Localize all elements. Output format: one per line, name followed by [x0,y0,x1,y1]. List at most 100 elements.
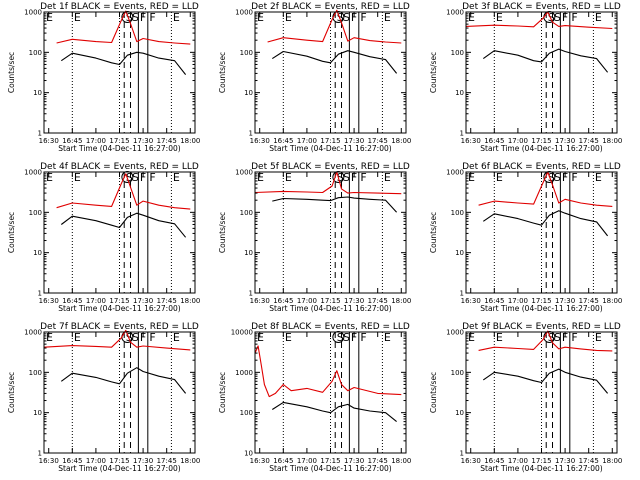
marker-label: S [343,331,350,344]
marker-label: E [46,11,53,24]
x-tick-label: 18:00 [391,457,411,465]
x-tick-label: 16:45 [62,297,82,305]
marker-label: E [257,331,264,344]
x-tick-label: 17:45 [157,457,177,465]
marker-label: S [548,331,555,344]
marker-label: E [496,11,503,24]
x-tick-label: 17:45 [368,137,388,145]
x-axis-label: Start Time (04-Dec-11 16:27:00) [58,464,180,473]
y-tick-label: 10 [33,89,42,97]
y-axis-label: Counts/sec [218,212,227,253]
y-axis-label: Counts/sec [218,372,227,413]
x-tick-label: 17:45 [157,137,177,145]
x-tick-label: 16:45 [484,137,504,145]
events-series-line [482,48,609,73]
y-tick-label: 1 [38,130,42,138]
y-tick-label: 10 [244,249,253,257]
y-tick-label: 100 [240,49,253,57]
x-tick-label: 17:30 [133,457,153,465]
marker-label: E [468,11,475,24]
x-tick-label: 17:00 [508,137,528,145]
x-tick-label: 17:00 [508,457,528,465]
marker-label: S [126,11,133,24]
y-tick-label: 1000 [24,9,42,17]
x-tick-label: 18:00 [602,457,622,465]
events-series-line [272,401,397,423]
x-tick-label: 17:15 [109,457,129,465]
x-tick-label: 16:45 [62,457,82,465]
marker-label: S [132,171,139,184]
marker-label: E [595,331,602,344]
y-tick-label: 10 [244,89,253,97]
marker-label: E [384,171,391,184]
chart-title: Det 8f BLACK = Events, RED = LLD [251,322,410,332]
marker-label: S [554,331,561,344]
marker-label: F [571,171,577,184]
x-tick-label: 16:45 [273,457,293,465]
x-tick-label: 17:15 [320,297,340,305]
marker-label: E [285,331,292,344]
y-tick-label: 100 [451,49,464,57]
y-tick-label: 1000 [24,329,42,337]
x-tick-label: 17:00 [508,297,528,305]
y-axis-label: Counts/sec [429,372,438,413]
marker-label: E [384,11,391,24]
marker-label: E [595,11,602,24]
x-axis-label: Start Time (04-Dec-11 16:27:00) [480,464,602,473]
marker-label: F [562,331,568,344]
y-tick-label: 10 [455,249,464,257]
events-series-line [60,212,187,238]
lld-series-line [56,173,191,210]
marker-label: S [132,11,139,24]
marker-label: F [360,171,366,184]
lld-series-line [465,11,613,30]
marker-label: S [554,171,561,184]
y-tick-label: 1 [38,290,42,298]
y-tick-label: 10 [244,450,253,458]
y-axis-label: Counts/sec [429,52,438,93]
marker-label: S [132,331,139,344]
marker-label: E [496,331,503,344]
marker-label: S [554,11,561,24]
x-axis-label: Start Time (04-Dec-11 16:27:00) [58,144,180,153]
y-tick-label: 1000 [235,169,253,177]
y-tick-label: 10 [455,89,464,97]
x-axis-label: Start Time (04-Dec-11 16:27:00) [480,144,602,153]
x-axis-label: Start Time (04-Dec-11 16:27:00) [269,144,391,153]
marker-label: E [74,171,81,184]
lld-series-line [478,171,613,207]
x-tick-label: 16:30 [39,137,59,145]
marker-label: S [548,11,555,24]
marker-label: F [571,11,577,24]
events-series-line [272,196,398,213]
x-tick-label: 18:00 [180,297,200,305]
y-tick-label: 100 [29,49,42,57]
y-tick-label: 1 [249,290,253,298]
x-tick-label: 17:15 [109,297,129,305]
chart-title: Det 5f BLACK = Events, RED = LLD [251,162,410,172]
marker-label: S [343,171,350,184]
x-axis-label: Start Time (04-Dec-11 16:27:00) [58,304,180,313]
marker-label: E [468,171,475,184]
x-tick-label: 17:30 [555,137,575,145]
marker-label: S [337,11,344,24]
x-tick-label: 16:45 [62,137,82,145]
marker-label: F [351,11,357,24]
x-tick-label: 17:00 [86,137,106,145]
marker-label: S [548,171,555,184]
x-tick-label: 18:00 [391,297,411,305]
lld-series-line [254,171,402,195]
y-tick-label: 100 [451,369,464,377]
events-series-line [60,51,187,75]
lld-series-line [43,329,191,351]
x-tick-label: 17:00 [86,297,106,305]
x-tick-label: 17:15 [109,137,129,145]
chart-title: Det 7f BLACK = Events, RED = LLD [40,322,199,332]
marker-label: F [571,331,577,344]
y-axis-label: Counts/sec [7,212,16,253]
marker-label: F [360,331,366,344]
marker-label: S [337,331,344,344]
